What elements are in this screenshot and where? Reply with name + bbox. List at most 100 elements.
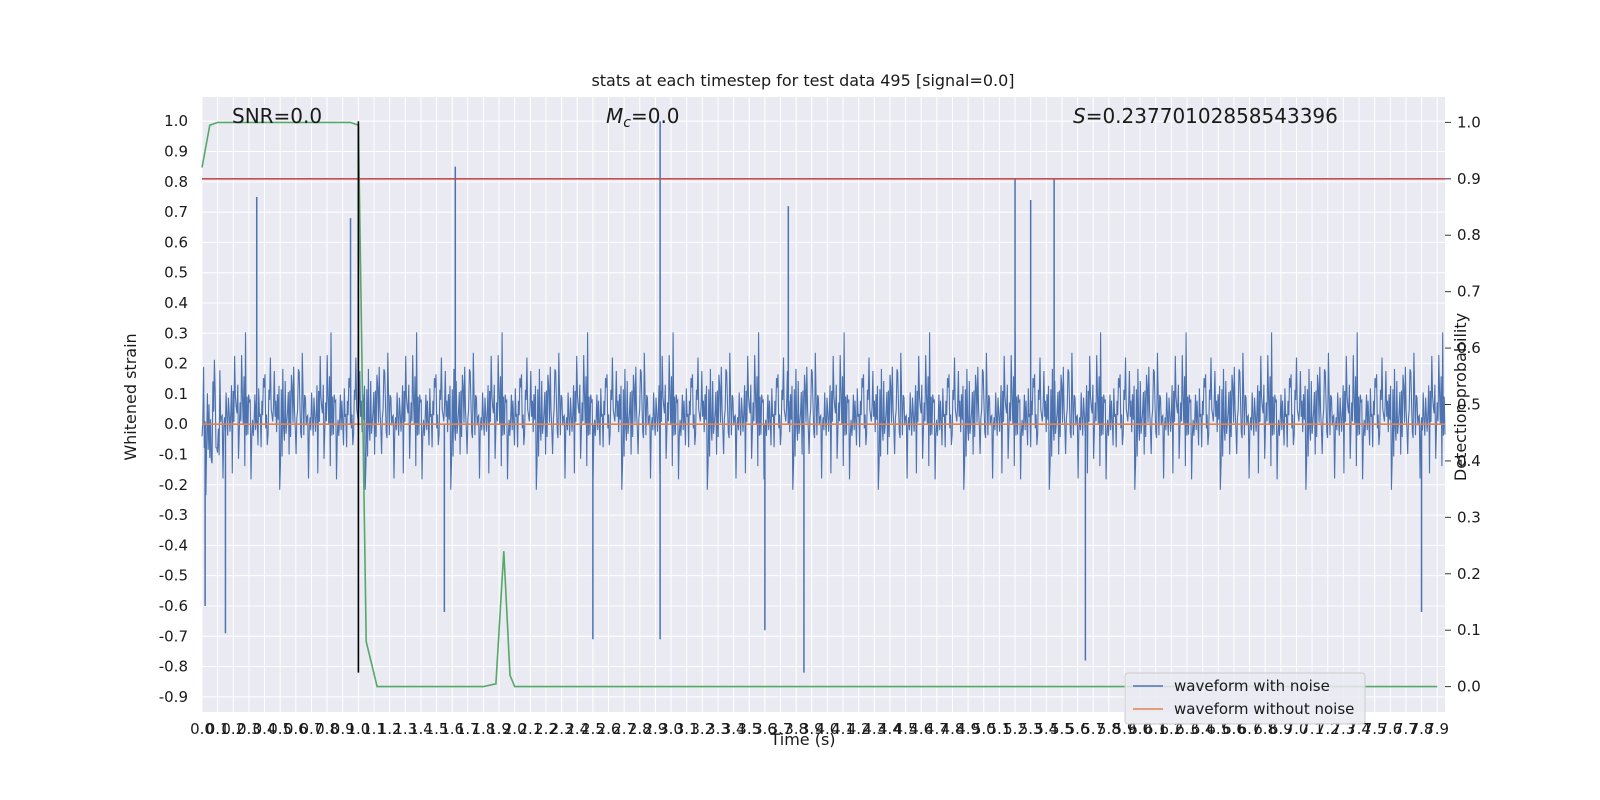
mc-subscript: c (623, 115, 631, 131)
x-tick-label: 1.1 (362, 720, 386, 738)
y-left-tick-label: -0.5 (159, 567, 188, 585)
chirp-mass-annotation: Mc=0.0 (606, 104, 680, 131)
y-right-tick-label: 0.6 (1457, 339, 1481, 357)
x-tick-label: 4.5 (894, 720, 918, 738)
y-left-tick-label: -0.2 (159, 476, 188, 494)
s-annotation: S=0.23770102858543396 (1073, 104, 1338, 128)
x-tick-label: 7.9 (1425, 720, 1449, 738)
x-tick-label: 7.7 (1394, 720, 1418, 738)
y-right-tick-label: 1.0 (1457, 113, 1481, 131)
x-tick-label: 1.5 (425, 720, 449, 738)
y-left-tick-label: 0.5 (164, 264, 188, 282)
x-tick-label: 1.6 (440, 720, 464, 738)
x-tick-label: 0.2 (221, 720, 245, 738)
x-tick-label: 5.8 (1097, 720, 1121, 738)
x-tick-label: 4.3 (862, 720, 886, 738)
x-tick-label: 5.7 (1081, 720, 1105, 738)
series-line-detection-probability (201, 121, 1438, 688)
x-tick-label: 5.3 (1019, 720, 1043, 738)
y-right-tick-label: 0.8 (1457, 226, 1481, 244)
y-left-tick-label: 0.8 (164, 173, 188, 191)
x-tick-label: 4.1 (831, 720, 855, 738)
y-left-tick-label: 0.7 (164, 203, 188, 221)
x-tick-label: 3.7 (769, 720, 793, 738)
y-right-axis-label: Detection probability (1451, 313, 1470, 481)
x-tick-label: 3.5 (737, 720, 761, 738)
y-left-tick-label: 1.0 (164, 112, 188, 130)
x-tick-label: 7.5 (1363, 720, 1387, 738)
x-tick-label: 2.4 (565, 720, 589, 738)
x-tick-label: 3.8 (784, 720, 808, 738)
x-tick-label: 2.5 (581, 720, 605, 738)
x-tick-label: 2.9 (643, 720, 667, 738)
y-right-tick-label: 0.5 (1457, 396, 1481, 414)
y-left-tick-label: -0.6 (159, 597, 188, 615)
x-tick-label: 0.3 (237, 720, 261, 738)
y-right-tick-label: 0.3 (1457, 508, 1481, 526)
x-tick-label: 1.4 (409, 720, 433, 738)
y-left-tick-label: -0.9 (159, 688, 188, 706)
x-tick-label: 2.3 (550, 720, 574, 738)
legend: waveform with noise waveform without noi… (1124, 672, 1366, 725)
y-left-tick-label: 0.1 (164, 385, 188, 403)
legend-box (1124, 672, 1366, 725)
y-left-tick-label: -0.1 (159, 445, 188, 463)
legend-label-noise: waveform with noise (1174, 677, 1330, 695)
x-tick-label: 3.3 (706, 720, 730, 738)
x-tick-label: 3.4 (722, 720, 746, 738)
x-tick-label: 2.6 (597, 720, 621, 738)
y-right-tick-label: 0.1 (1457, 621, 1481, 639)
y-left-tick-label: 0.0 (164, 415, 188, 433)
x-tick-label: 5.2 (1003, 720, 1027, 738)
x-tick-label: 4.8 (941, 720, 965, 738)
snr-annotation: SNR=0.0 (232, 104, 322, 128)
y-left-tick-label: -0.7 (159, 627, 188, 645)
x-tick-label: 1.3 (393, 720, 417, 738)
x-tick-label: 5.6 (1066, 720, 1090, 738)
mc-value: =0.0 (631, 104, 680, 128)
x-tick-label: 4.4 (878, 720, 902, 738)
legend-label-clean: waveform without noise (1174, 700, 1354, 718)
x-tick-label: 1.7 (456, 720, 480, 738)
s-symbol: S (1073, 104, 1086, 128)
y-right-tick-labels: 0.0 0.1 0.2 0.3 0.4 0.5 0.6 0.7 0.8 0.9 1.0 (1445, 113, 1481, 696)
mc-symbol: M (606, 104, 623, 128)
x-tick-label: 5.1 (987, 720, 1011, 738)
s-value: =0.23770102858543396 (1086, 104, 1338, 128)
x-tick-label: 3.2 (690, 720, 714, 738)
x-tick-label: 1.8 (472, 720, 496, 738)
x-tick-label: 4.9 (956, 720, 980, 738)
x-tick-label: 4.6 (909, 720, 933, 738)
x-tick-label: 0.5 (268, 720, 292, 738)
x-tick-label: 3.6 (753, 720, 777, 738)
x-tick-label: 0.7 (300, 720, 324, 738)
x-tick-label: 3.1 (675, 720, 699, 738)
y-left-tick-label: 0.4 (164, 294, 188, 312)
chart-title: stats at each timestep for test data 495… (591, 71, 1014, 90)
x-tick-label: 1.9 (487, 720, 511, 738)
x-tick-label: 7.8 (1410, 720, 1434, 738)
y-right-tick-label: 0.9 (1457, 170, 1481, 188)
x-tick-label: 3.0 (659, 720, 683, 738)
x-tick-label: 2.8 (628, 720, 652, 738)
y-left-tick-label: 0.9 (164, 143, 188, 161)
x-tick-label: 0.1 (206, 720, 230, 738)
x-tick-label: 2.2 (534, 720, 558, 738)
x-tick-label: 4.2 (847, 720, 871, 738)
x-tick-label: 2.1 (518, 720, 542, 738)
y-left-tick-label: 0.2 (164, 355, 188, 373)
y-left-tick-label: 0.3 (164, 324, 188, 342)
x-tick-label: 5.4 (1034, 720, 1058, 738)
y-right-tick-label: 0.0 (1457, 678, 1481, 696)
line-series (201, 121, 1445, 688)
y-right-tick-label: 0.2 (1457, 565, 1481, 583)
x-tick-label: 0.6 (284, 720, 308, 738)
x-tick-label: 1.2 (378, 720, 402, 738)
y-right-tick-label: 0.7 (1457, 283, 1481, 301)
x-tick-label: 4.0 (815, 720, 839, 738)
y-right-tick-label: 0.4 (1457, 452, 1481, 470)
x-axis-label: Time (s) (769, 730, 835, 749)
x-tick-label: 1.0 (346, 720, 370, 738)
x-tick-label: 4.7 (925, 720, 949, 738)
